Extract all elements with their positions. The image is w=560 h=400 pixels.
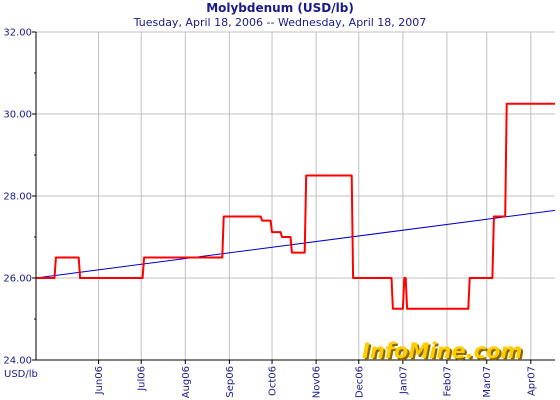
y-tick-label: 24.00: [3, 356, 32, 367]
chart-subtitle: Tuesday, April 18, 2006 -- Wednesday, Ap…: [133, 16, 427, 29]
price-line: [36, 102, 555, 310]
trend-line-layer: [35, 209, 556, 279]
y-tick-label: 26.00: [3, 274, 32, 285]
x-tick-label: Oct06: [268, 366, 279, 396]
x-tick-label: Dec06: [354, 366, 365, 398]
logo-shadow: InfoMine.com: [364, 341, 524, 365]
grid-lines: [36, 31, 555, 361]
trend-line: [35, 209, 556, 279]
tick-labels: 24.00 26.00 28.00 30.00 32.00 Jun06 Jul06 Aug06…: [3, 28, 537, 399]
y-tick-label: 30.00: [3, 110, 32, 121]
logo-text: InfoMine.com: [362, 339, 522, 363]
chart-title: Molybdenum (USD/lb): [206, 1, 354, 15]
x-tick-label: Nov06: [312, 366, 323, 398]
y-tick-label: 32.00: [3, 28, 32, 39]
x-tick-label: Apr07: [526, 366, 537, 396]
x-tick-label: Feb07: [442, 366, 453, 396]
x-tick-label: Mar07: [482, 366, 493, 398]
y-tick-label: 28.00: [3, 192, 32, 203]
x-tick-label: Sep06: [225, 366, 236, 398]
x-tick-label: Jan07: [398, 366, 409, 395]
y-unit-label: USD/lb: [4, 369, 38, 380]
x-tick-label: Aug06: [181, 366, 192, 398]
price-series-layer: [36, 102, 555, 310]
axes: [32, 31, 555, 364]
x-tick-label: Jul06: [137, 366, 148, 392]
x-tick-label: Jun06: [94, 366, 105, 395]
